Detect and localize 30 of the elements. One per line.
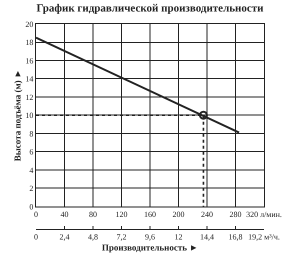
x2-tick-label: 12 [174, 232, 182, 242]
y-tick-label: 14 [25, 74, 34, 84]
y-tick-label: 16 [25, 56, 34, 66]
y-tick-label: 6 [29, 148, 34, 157]
y-tick-label: 20 [25, 20, 34, 29]
x-tick-label: 200 [172, 210, 184, 220]
x-axis-title: Производительность ► [102, 242, 198, 252]
x2-tick-label: 4,8 [88, 232, 98, 242]
x-tick-label: 160 [144, 210, 156, 220]
x-tick-label: 280 [230, 210, 242, 220]
y-tick-label: 0 [29, 202, 34, 212]
x2-tick-label: 2,4 [60, 232, 70, 242]
x-tick-label: 120 [116, 210, 128, 220]
y-tick-label: 12 [25, 92, 34, 102]
x-tick-label: 80 [89, 210, 97, 220]
x-tick-label: 240 [201, 210, 213, 220]
y-axis-title: Высота подъёма (м) ► [12, 69, 23, 162]
y-tick-label: 4 [29, 166, 34, 175]
x2-tick-label: 16,8 [228, 232, 242, 242]
x2-tick-label: 9,6 [145, 232, 155, 242]
x2-tick-label: 7,2 [116, 232, 126, 242]
x2-tick-label: 14,4 [200, 232, 214, 242]
y-tick-label: 2 [29, 184, 34, 194]
y-tick-label: 18 [25, 38, 34, 48]
chart-title: График гидравлической производительности [36, 2, 264, 15]
y-tick-label: 10 [25, 111, 34, 120]
x-tick-label: 40 [60, 210, 68, 220]
y-tick-label: 8 [29, 129, 34, 138]
x-tick-label: 320 л/мин. [246, 210, 282, 220]
x2-tick-label: 19,2 м³/ч. [248, 232, 280, 242]
